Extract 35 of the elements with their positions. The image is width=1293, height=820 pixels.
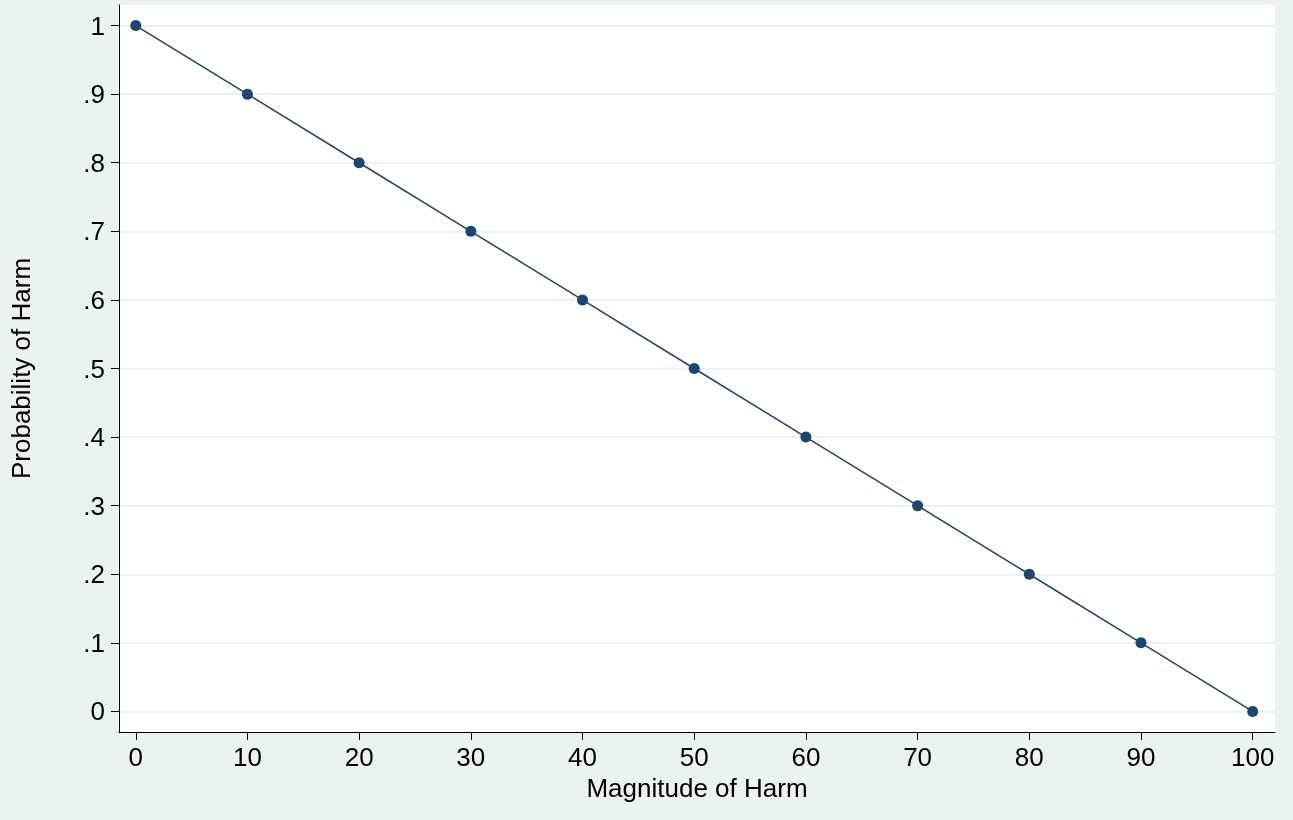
point (1247, 705, 1259, 717)
x-tick-label: 60 (791, 742, 821, 772)
point (353, 157, 365, 169)
point (577, 294, 589, 306)
y-tick-label: .3 (83, 490, 105, 521)
x-tick-label: 40 (568, 742, 597, 772)
y-tick-label: .9 (83, 79, 105, 110)
y-tick-label: .5 (83, 353, 105, 384)
x-tick-label: 70 (903, 742, 933, 772)
point (465, 225, 477, 237)
point (1135, 637, 1147, 649)
point (800, 431, 812, 443)
y-tick-label: .2 (83, 559, 105, 590)
y-tick-label: .6 (83, 284, 105, 315)
point (241, 88, 253, 100)
x-tick-label: 100 (1230, 742, 1275, 772)
y-tick-label: .4 (83, 422, 105, 453)
x-tick-label: 0 (128, 742, 143, 772)
x-axis-title: Magnitude of Harm (586, 772, 808, 803)
x-tick-label: 50 (679, 742, 709, 772)
point (688, 363, 700, 374)
x-tick-label: 90 (1126, 742, 1156, 772)
x-tick-label: 30 (456, 742, 486, 772)
y-tick-label: .8 (83, 147, 105, 178)
y-tick-label: 0 (90, 696, 105, 727)
y-tick-label: .1 (83, 627, 105, 658)
x-tick-label: 20 (344, 742, 374, 772)
point (912, 500, 924, 512)
point (130, 20, 142, 32)
x-tick-label: 80 (1014, 742, 1044, 772)
y-tick-label: 1 (90, 10, 105, 41)
y-tick-label: .7 (83, 216, 105, 247)
x-tick-label: 10 (232, 742, 262, 772)
y-axis-title: Probability of Harm (6, 257, 36, 480)
point (1023, 568, 1035, 580)
